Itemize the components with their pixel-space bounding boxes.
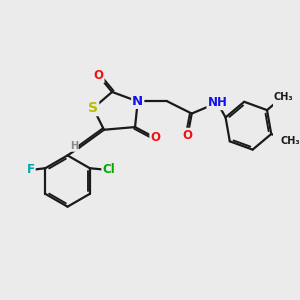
- Text: CH₃: CH₃: [273, 92, 293, 102]
- Text: O: O: [94, 69, 103, 82]
- Text: N: N: [132, 95, 143, 108]
- Text: S: S: [88, 101, 98, 115]
- Text: O: O: [183, 129, 193, 142]
- Text: H: H: [70, 141, 78, 151]
- Text: Cl: Cl: [102, 163, 115, 176]
- Text: NH: NH: [207, 96, 227, 109]
- Text: F: F: [27, 163, 35, 176]
- Text: CH₃: CH₃: [281, 136, 300, 146]
- Text: O: O: [150, 131, 160, 144]
